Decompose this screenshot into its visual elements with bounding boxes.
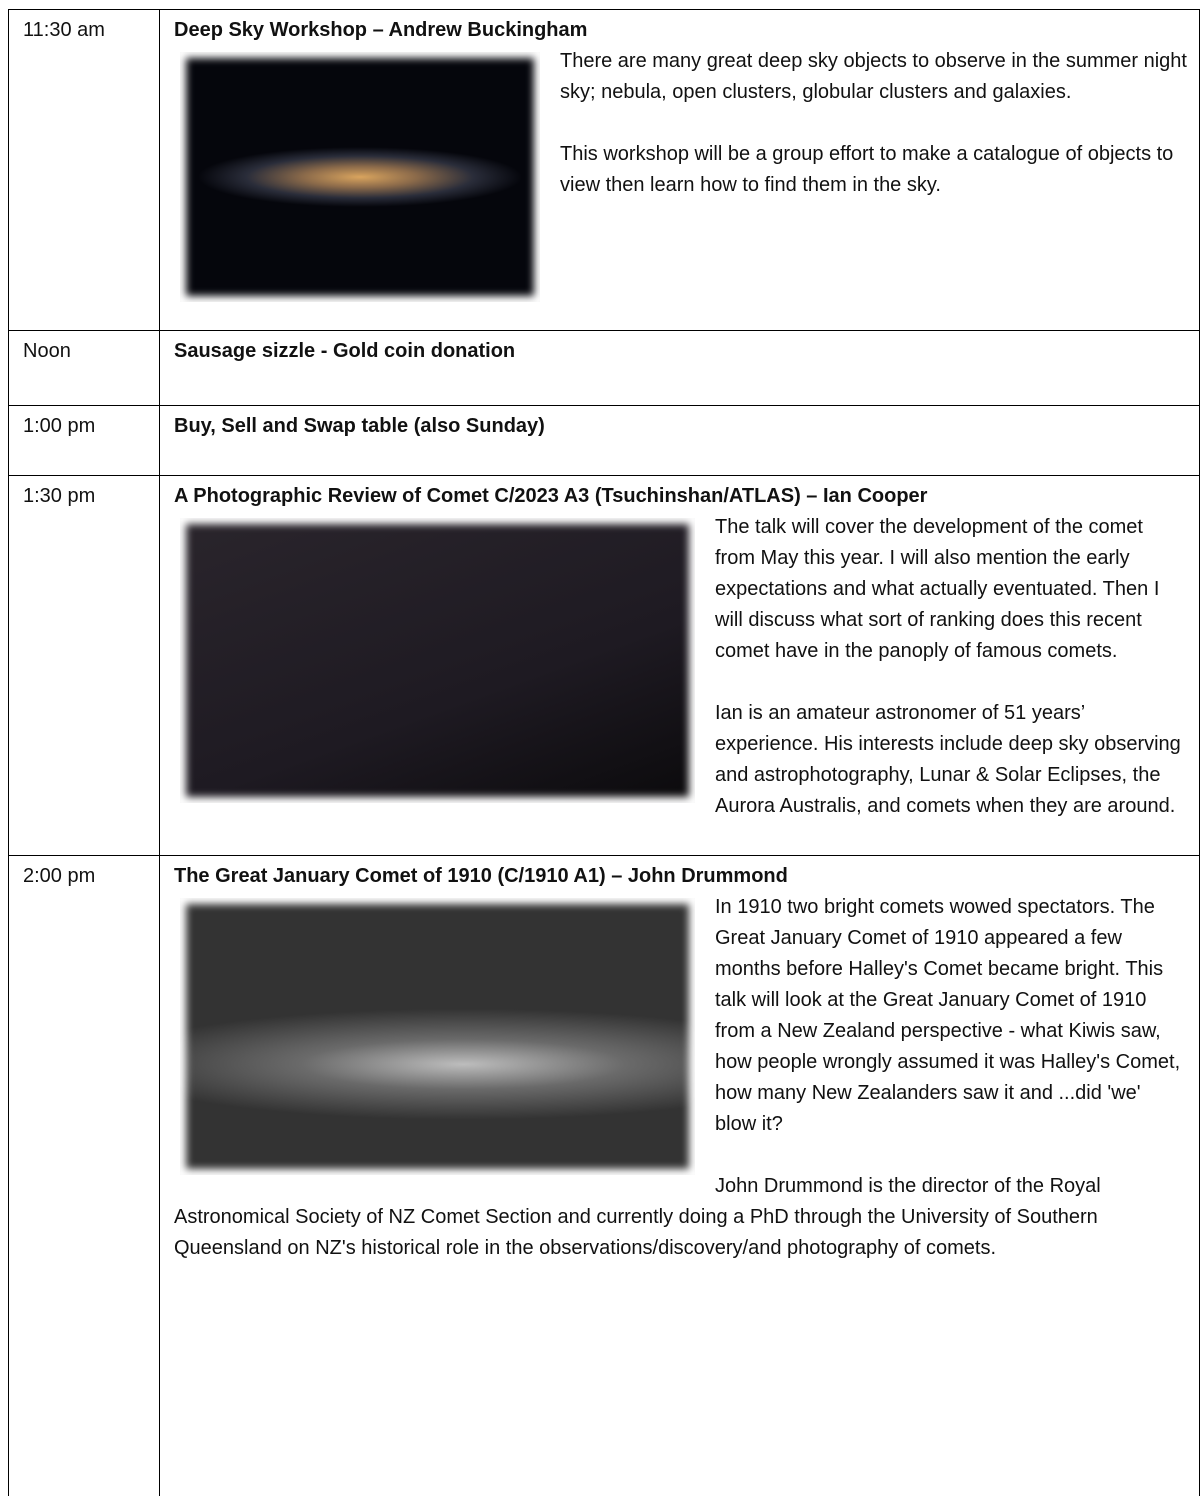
session-title: A Photographic Review of Comet C/2023 A3… [174,481,1187,512]
page: 11:30 amDeep Sky Workshop – Andrew Bucki… [0,0,1201,1479]
time-cell: Noon [9,331,160,406]
time-cell: 11:30 am [9,10,160,331]
row: 1:30 pm A Photographic Review of Comet C/… [9,476,1200,856]
content-cell: The Great January Comet of 1910 (C/1910 … [160,856,1200,1496]
time-cell: 1:30 pm [9,476,160,856]
time-cell: 2:00 pm [9,856,160,1496]
content-cell: Sausage sizzle - Gold coin donation [160,331,1200,406]
session-title: Sausage sizzle - Gold coin donation [174,336,1187,367]
row: Noon Sausage sizzle - Gold coin donation [9,331,1200,406]
session-title: The Great January Comet of 1910 (C/1910 … [174,861,1187,892]
session-image [180,52,540,302]
description: John Drummond is the director of the Roy… [174,1171,1187,1264]
row: 1:00 pm Buy, Sell and Swap table (also Su… [9,406,1200,476]
session-image [180,898,695,1175]
session-title: Buy, Sell and Swap table (also Sunday) [174,411,1187,442]
session-image [180,518,695,803]
content-cell: A Photographic Review of Comet C/2023 A3… [160,476,1200,856]
content-cell: Buy, Sell and Swap table (also Sunday) [160,406,1200,476]
session-title: Deep Sky Workshop – Andrew Buckingham [174,15,1187,46]
row: 2:00 pm The Great January Comet of 1910 (… [9,856,1200,1496]
time-cell: 1:00 pm [9,406,160,476]
